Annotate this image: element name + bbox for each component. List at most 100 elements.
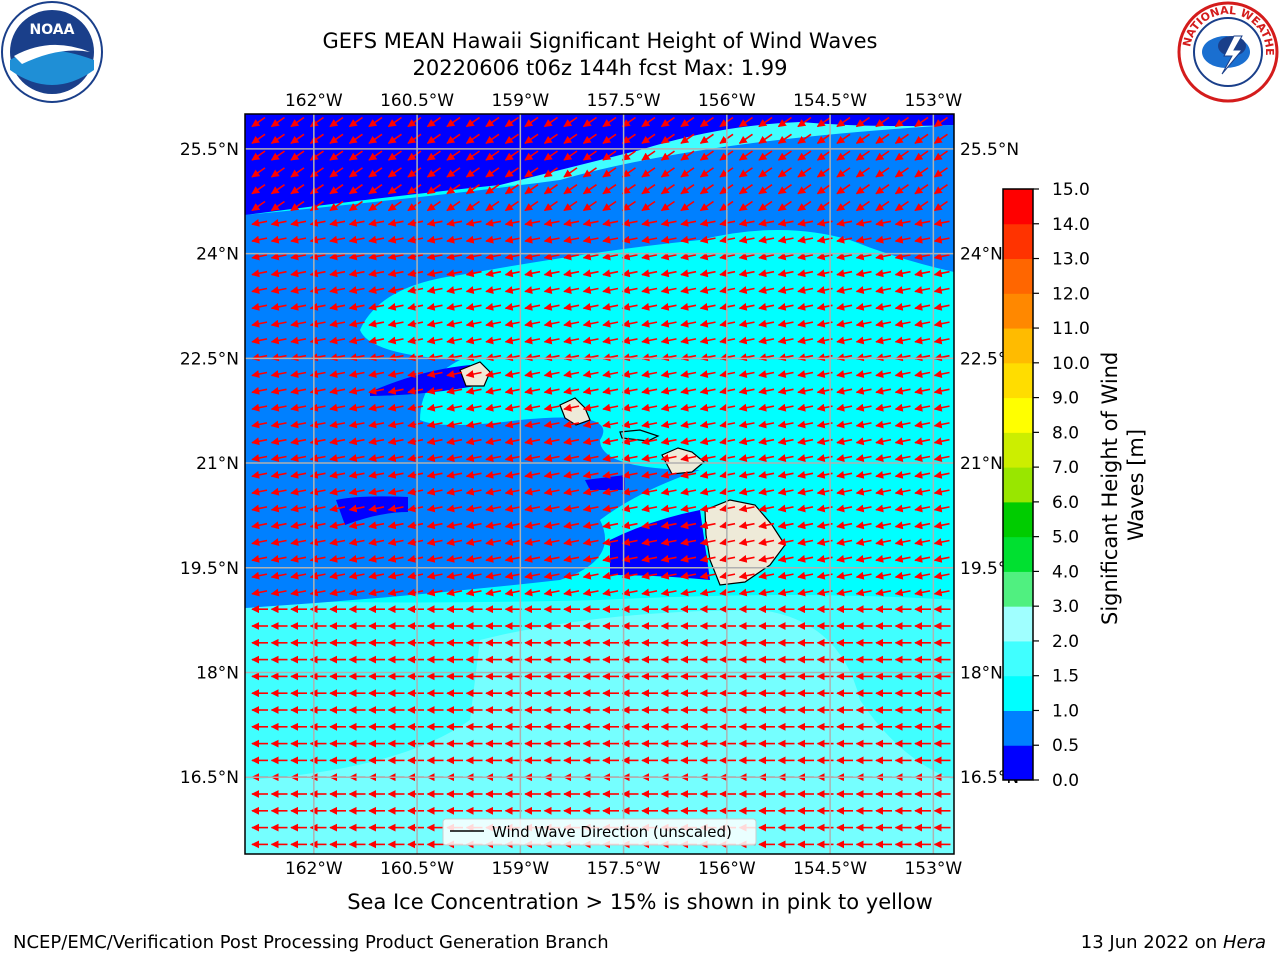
wave-direction-arrow	[407, 420, 424, 429]
wave-direction-arrow	[270, 269, 287, 278]
wave-direction-arrow	[563, 218, 580, 227]
wave-direction-arrow	[465, 420, 482, 429]
colorbar-tick-label: 7.0	[1052, 458, 1079, 478]
wave-direction-arrow	[387, 218, 404, 227]
wave-direction-arrow	[582, 116, 597, 128]
wave-direction-arrow	[641, 454, 658, 463]
wave-direction-arrow	[660, 487, 677, 496]
wave-direction-arrow	[602, 386, 619, 395]
wave-direction-arrow	[309, 252, 326, 261]
wave-direction-arrow	[543, 470, 560, 479]
wave-direction-arrow	[251, 286, 268, 295]
wave-direction-arrow	[641, 269, 658, 278]
wave-direction-arrow	[875, 116, 890, 128]
wave-direction-arrow	[348, 184, 363, 195]
wave-direction-arrow	[836, 184, 851, 195]
wave-height-field	[245, 114, 954, 854]
wave-direction-arrow	[602, 302, 619, 311]
wave-direction-arrow	[582, 470, 599, 479]
wave-direction-arrow	[407, 319, 424, 328]
wave-direction-arrow	[251, 269, 268, 278]
wave-direction-arrow	[270, 319, 287, 328]
wave-direction-arrow	[543, 403, 560, 412]
wave-direction-arrow	[836, 454, 853, 463]
wave-direction-arrow	[933, 133, 948, 144]
lon-tick-label-top: 156°W	[698, 91, 756, 111]
wave-direction-arrow	[816, 200, 831, 212]
colorbar-segment	[1003, 467, 1033, 503]
wave-direction-arrow	[914, 403, 931, 412]
wave-direction-arrow	[680, 403, 697, 412]
wave-direction-arrow	[797, 200, 812, 212]
lat-tick-label-left: 22.5°N	[180, 349, 239, 369]
wave-direction-arrow	[251, 403, 268, 412]
wave-direction-arrow	[875, 370, 892, 379]
wave-direction-arrow	[329, 403, 346, 412]
colorbar-tick-label: 0.0	[1052, 771, 1079, 791]
wave-direction-arrow	[446, 116, 461, 128]
wave-direction-arrow	[641, 286, 658, 295]
wave-direction-arrow	[777, 319, 794, 328]
wave-direction-arrow	[504, 252, 521, 261]
wave-direction-arrow	[816, 167, 831, 178]
wave-direction-arrow	[758, 403, 775, 412]
colorbar-segment	[1003, 432, 1033, 468]
wave-direction-arrow	[368, 336, 385, 345]
wave-direction-arrow	[582, 184, 597, 195]
wave-direction-arrow	[524, 437, 541, 446]
wave-direction-arrow	[758, 116, 773, 128]
wave-direction-arrow	[699, 386, 716, 395]
wave-direction-arrow	[524, 302, 541, 311]
wave-direction-arrow	[797, 437, 814, 446]
wave-direction-arrow	[738, 470, 755, 479]
wave-direction-arrow	[855, 403, 872, 412]
wave-direction-arrow	[329, 150, 344, 161]
wave-direction-arrow	[309, 133, 324, 144]
wave-direction-arrow	[407, 286, 424, 295]
wave-direction-arrow	[621, 167, 636, 178]
wave-direction-arrow	[758, 167, 773, 178]
lon-ticks-bottom: 162°W 160.5°W 159°W 157.5°W 156°W 154.5°W 153°…	[285, 859, 962, 879]
wave-direction-arrow	[699, 420, 716, 429]
wave-direction-arrow	[680, 487, 697, 496]
wave-direction-arrow	[524, 184, 539, 195]
wave-direction-arrow	[270, 420, 287, 429]
wave-direction-arrow	[875, 150, 890, 161]
wave-direction-arrow	[446, 386, 463, 395]
wave-direction-arrow	[290, 470, 307, 479]
wave-direction-arrow	[446, 319, 463, 328]
wave-direction-arrow	[329, 319, 346, 328]
wave-direction-arrow	[894, 218, 911, 227]
wave-direction-arrow	[426, 370, 443, 379]
wave-direction-arrow	[290, 302, 307, 311]
wave-direction-arrow	[426, 133, 441, 144]
wave-direction-arrow	[504, 420, 521, 429]
wave-direction-arrow	[309, 437, 326, 446]
wave-direction-arrow	[699, 470, 716, 479]
wave-direction-arrow	[660, 150, 675, 161]
wave-direction-arrow	[485, 470, 502, 479]
wave-direction-arrow	[524, 167, 539, 178]
wave-direction-arrow	[485, 150, 500, 161]
wave-direction-arrow	[387, 252, 404, 261]
wave-direction-arrow	[465, 269, 482, 278]
wave-direction-arrow	[875, 386, 892, 395]
lon-tick-label-bottom: 159°W	[491, 859, 549, 879]
wave-direction-arrow	[270, 133, 285, 144]
wave-direction-arrow	[680, 269, 697, 278]
wave-direction-arrow	[914, 454, 931, 463]
wave-direction-arrow	[348, 420, 365, 429]
wave-direction-arrow	[738, 302, 755, 311]
wave-direction-arrow	[738, 235, 755, 244]
wave-direction-arrow	[758, 319, 775, 328]
wave-direction-arrow	[504, 386, 521, 395]
lat-tick-label-right: 25.5°N	[960, 140, 1019, 160]
wave-direction-arrow	[836, 269, 853, 278]
wave-direction-arrow	[777, 370, 794, 379]
wave-direction-arrow	[446, 454, 463, 463]
wave-direction-arrow	[309, 116, 324, 128]
wave-direction-arrow	[251, 319, 268, 328]
wave-direction-arrow	[407, 184, 422, 195]
wave-direction-arrow	[777, 403, 794, 412]
wave-direction-arrow	[836, 403, 853, 412]
